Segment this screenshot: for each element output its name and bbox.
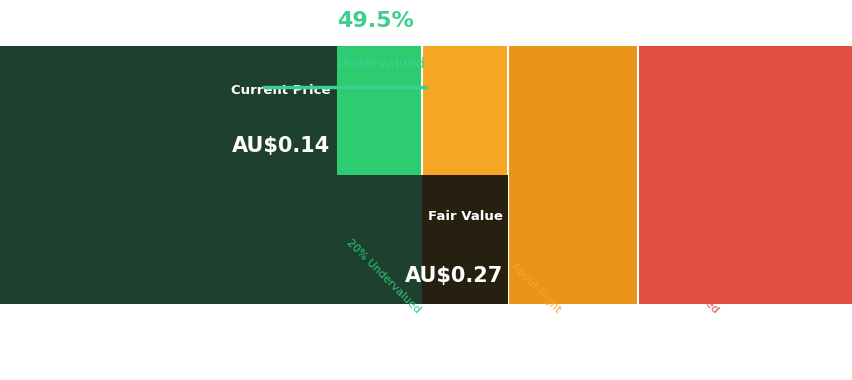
Bar — [422, 46, 507, 304]
Text: 20% Undervalued: 20% Undervalued — [344, 237, 422, 315]
Bar — [422, 175, 507, 304]
Text: 49.5%: 49.5% — [337, 11, 413, 32]
Text: AU$0.14: AU$0.14 — [232, 136, 330, 157]
Text: Fair Value: Fair Value — [428, 210, 503, 223]
Text: About Right: About Right — [509, 261, 562, 315]
Text: AU$0.27: AU$0.27 — [405, 266, 503, 286]
Bar — [0, 46, 422, 304]
Bar — [0, 46, 337, 175]
Text: Current Price: Current Price — [230, 84, 330, 97]
Text: Undervalued: Undervalued — [337, 57, 425, 71]
Text: 20% Overvalued: 20% Overvalued — [648, 242, 720, 315]
Bar — [507, 46, 637, 304]
Bar — [0, 175, 507, 304]
Bar — [637, 46, 852, 304]
